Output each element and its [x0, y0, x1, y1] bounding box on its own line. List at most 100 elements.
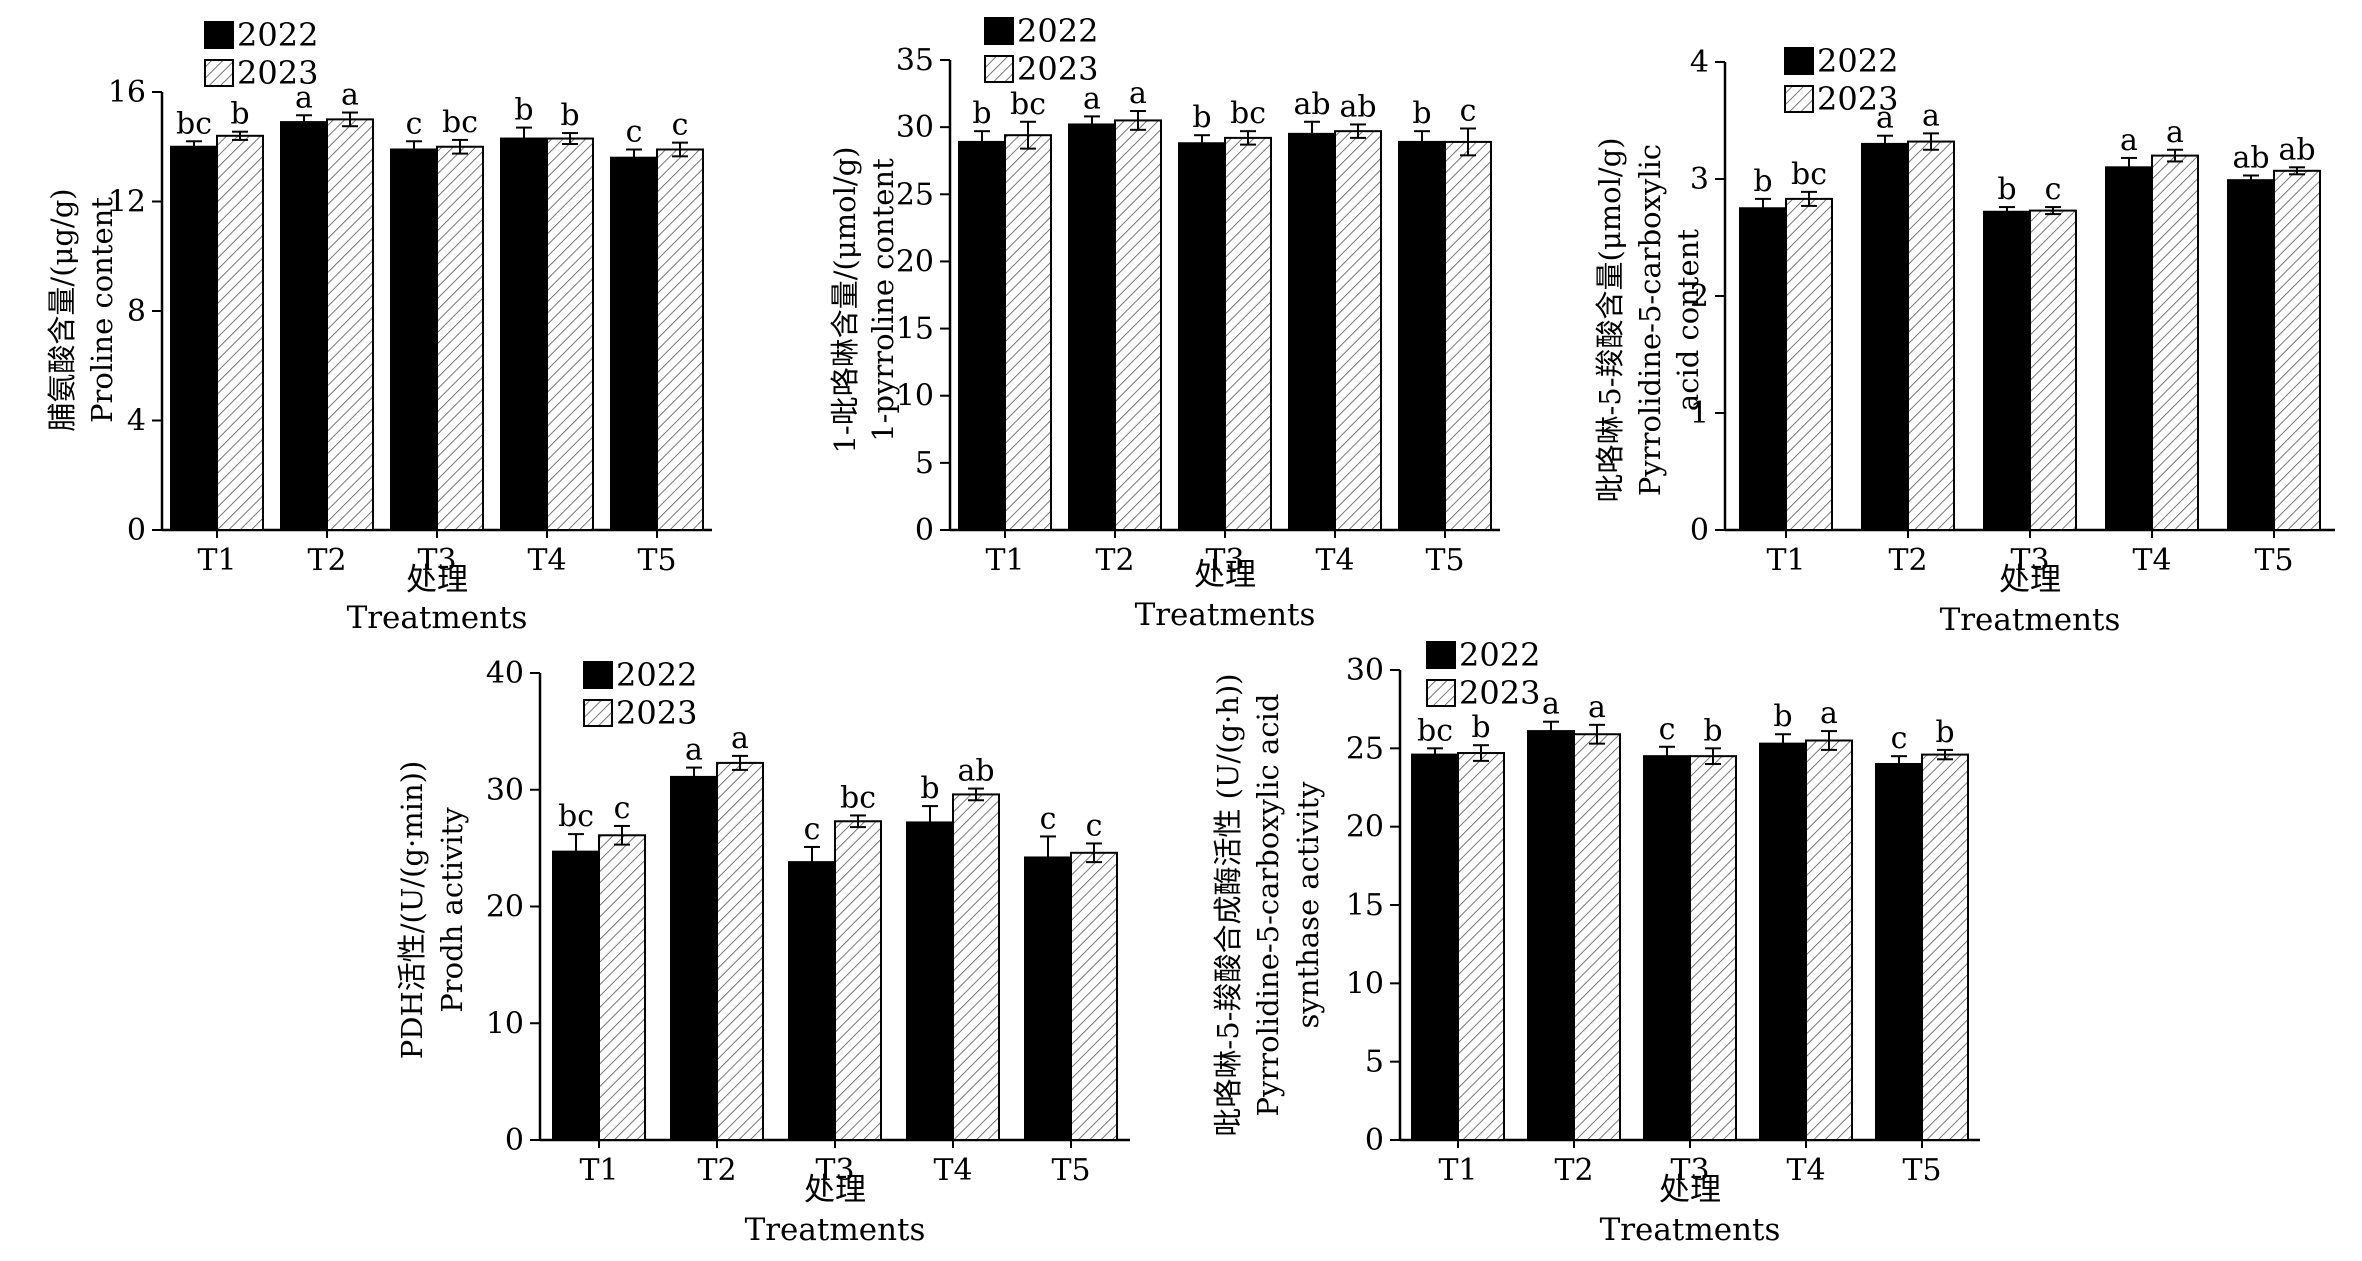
bar-2023-T1 — [598, 834, 646, 1141]
significance-label: c — [1659, 712, 1676, 747]
significance-label: b — [1703, 713, 1722, 748]
bar-2022-T2 — [1527, 730, 1575, 1141]
legend-label-2023: 2023 — [1817, 80, 1898, 118]
bar-2022-T4 — [1759, 742, 1807, 1142]
legend-swatch-2023 — [204, 59, 234, 87]
legend-swatch-2022 — [984, 17, 1014, 45]
significance-label: ab — [2232, 140, 2269, 175]
x-tick-label: T2 — [1554, 1153, 1593, 1188]
x-tick-label: T4 — [1786, 1153, 1825, 1188]
significance-label: a — [1542, 687, 1560, 722]
x-tick-label: T2 — [1095, 543, 1134, 578]
bar-2023-T2 — [716, 761, 764, 1142]
bar-2022-T1 — [170, 145, 218, 531]
y-axis-label: 脯氨酸含量/(μg/g) — [45, 188, 79, 431]
y-tick-label: 20 — [896, 244, 934, 279]
x-tick-label: T2 — [307, 543, 346, 578]
y-axis-label: synthase activity — [1291, 781, 1325, 1029]
y-tick-label: 0 — [505, 1123, 524, 1158]
x-tick-label: T5 — [2254, 543, 2293, 578]
significance-label: b — [1935, 715, 1954, 750]
significance-label: ab — [2278, 132, 2315, 167]
significance-label: c — [614, 791, 631, 826]
bar-2023-T4 — [2151, 154, 2199, 531]
bar-2023-T2 — [1907, 140, 1955, 531]
x-tick-label: T3 — [815, 1153, 854, 1188]
y-tick-label: 0 — [1365, 1123, 1384, 1158]
legend-swatch-2023 — [1784, 85, 1814, 113]
x-tick-label: T3 — [1670, 1153, 1709, 1188]
significance-label: bc — [176, 106, 212, 141]
bar-2022-T1 — [1739, 207, 1787, 531]
y-tick-label: 16 — [108, 75, 146, 110]
bar-2023-T1 — [1785, 197, 1833, 531]
significance-label: a — [295, 80, 313, 115]
x-tick-label: T2 — [697, 1153, 736, 1188]
y-tick-label: 25 — [1346, 731, 1384, 766]
significance-label: b — [972, 96, 991, 131]
y-axis-label: 1-pyrroline content — [866, 158, 900, 442]
x-tick-label: T2 — [1888, 543, 1927, 578]
x-tick-label: T5 — [1425, 543, 1464, 578]
bar-2023-T5 — [656, 148, 704, 532]
x-axis-label: Treatments — [1940, 602, 2121, 638]
bar-2023-T4 — [952, 793, 1000, 1141]
y-tick-label: 12 — [108, 185, 146, 220]
bar-2022-T1 — [552, 850, 600, 1141]
significance-label: bc — [1010, 87, 1046, 122]
y-tick-label: 10 — [1346, 966, 1384, 1001]
bar-2022-T2 — [670, 775, 718, 1141]
bar-2023-T2 — [326, 118, 374, 531]
bar-2022-T3 — [1983, 210, 2031, 531]
significance-label: bc — [1791, 157, 1827, 192]
y-axis-label: Proline content — [85, 197, 119, 423]
bar-2022-T2 — [1068, 123, 1116, 531]
y-tick-label: 0 — [127, 513, 146, 548]
bar-2022-T3 — [390, 148, 438, 532]
significance-label: a — [341, 78, 359, 113]
significance-label: a — [2120, 123, 2138, 158]
y-axis-label: 吡咯啉-5-羧酸含量(μmol/g) — [1593, 137, 1627, 502]
significance-label: b — [1412, 96, 1431, 131]
y-tick-label: 2 — [1690, 279, 1709, 314]
significance-label: a — [1588, 690, 1606, 725]
y-tick-label: 15 — [1346, 888, 1384, 923]
y-tick-label: 1 — [1690, 396, 1709, 431]
significance-label: b — [1773, 699, 1792, 734]
significance-label: b — [1997, 172, 2016, 207]
significance-label: c — [804, 812, 821, 847]
significance-label: b — [230, 97, 249, 132]
y-tick-label: 0 — [915, 513, 934, 548]
legend-swatch-2023 — [583, 699, 613, 727]
x-axis-label: Treatments — [745, 1212, 926, 1248]
legend-swatch-2022 — [204, 21, 234, 49]
bar-2023-T3 — [436, 145, 484, 531]
bar-2022-T5 — [1398, 140, 1446, 532]
y-tick-label: 40 — [486, 656, 524, 691]
x-tick-label: T3 — [1205, 543, 1244, 578]
bar-2022-T4 — [2105, 166, 2153, 532]
y-tick-label: 4 — [127, 404, 146, 439]
legend-label-2023: 2023 — [616, 694, 697, 732]
x-tick-label: T3 — [417, 543, 456, 578]
legend-label-2023: 2023 — [237, 54, 318, 92]
bar-2022-T5 — [2227, 179, 2275, 531]
x-tick-label: T4 — [2132, 543, 2171, 578]
bar-2022-T4 — [1288, 132, 1336, 531]
x-tick-label: T5 — [1902, 1153, 1941, 1188]
legend-swatch-2022 — [583, 661, 613, 689]
significance-label: c — [626, 114, 643, 149]
y-tick-label: 30 — [1346, 653, 1384, 688]
y-tick-label: 10 — [896, 379, 934, 414]
significance-label: b — [560, 98, 579, 133]
significance-label: ab — [1339, 89, 1376, 124]
bar-2023-T1 — [216, 134, 264, 532]
significance-label: bc — [558, 799, 594, 834]
significance-label: c — [1891, 721, 1908, 756]
legend-label-2022: 2022 — [1459, 636, 1540, 674]
x-axis-label: Treatments — [1600, 1212, 1781, 1248]
